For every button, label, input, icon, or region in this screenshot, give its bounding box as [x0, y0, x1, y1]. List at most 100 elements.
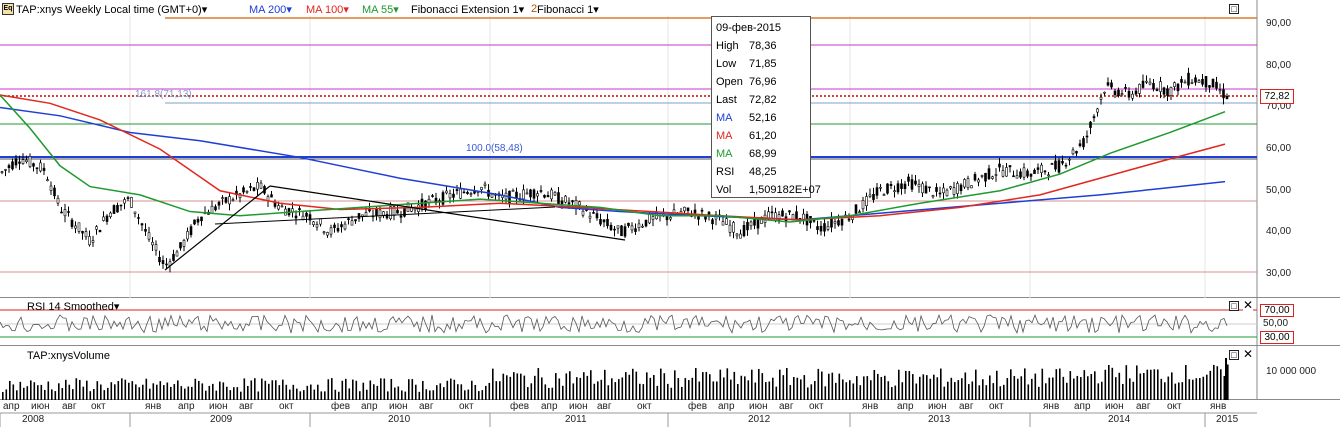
volume-bar — [849, 380, 851, 400]
candle-body — [228, 196, 231, 205]
candle-body — [490, 193, 494, 198]
volume-bar — [184, 388, 186, 400]
volume-bar — [628, 374, 631, 400]
month-label: авг — [239, 401, 254, 412]
tooltip-date: 09-фев-2015 — [716, 22, 782, 34]
candle-body — [511, 190, 515, 192]
volume-bar — [786, 368, 788, 400]
candle-body — [165, 263, 168, 266]
symbol-title[interactable]: TAP:xnys Weekly Local time (GMT+0)▾ — [16, 4, 208, 16]
month-label: окт — [1167, 401, 1182, 412]
volume-bar — [677, 378, 680, 400]
candle-body — [858, 211, 861, 213]
month-label: апр — [3, 401, 20, 412]
candle-body — [1026, 170, 1029, 177]
time-axis[interactable]: апр июн авг окт янв апр июн авг окт фев апр июн авг о… — [0, 400, 1340, 427]
tooltip-row-label: MA — [716, 130, 733, 142]
candle-body — [158, 256, 161, 263]
volume-bar — [646, 372, 648, 400]
candle-body — [140, 223, 144, 226]
rsi-canvas[interactable] — [0, 298, 1340, 346]
volume-bar — [439, 383, 442, 400]
candle-body — [609, 224, 613, 231]
candle-body — [529, 189, 532, 198]
volume-bar — [621, 377, 624, 400]
ma100-line — [0, 94, 1226, 221]
candle-body — [980, 175, 984, 177]
candle-body — [32, 163, 35, 167]
candle-body — [578, 201, 581, 206]
price-tick: 40,00 — [1266, 226, 1292, 237]
candle-body — [1068, 158, 1071, 161]
volume-bar — [639, 383, 641, 400]
month-label: апр — [1074, 401, 1091, 412]
fib-extension-legend[interactable]: Fibonacci Extension 1▾ — [411, 4, 525, 16]
trend-line — [269, 185, 626, 241]
rsi-pane[interactable]: RSI 14 Smoothed▾ □ ✕ 70,00 50,00 30,00 — [0, 298, 1340, 346]
candle-body — [256, 182, 259, 190]
volume-bar — [1080, 377, 1082, 400]
volume-bar — [450, 378, 452, 400]
candle-body — [1106, 82, 1110, 86]
volume-close-icon[interactable]: ✕ — [1243, 347, 1254, 361]
candle-body — [1197, 80, 1201, 83]
price-tick: 80,00 — [1266, 60, 1292, 71]
volume-bar — [733, 371, 736, 400]
volume-bar — [317, 384, 319, 400]
rsi-close-icon[interactable]: ✕ — [1243, 298, 1254, 312]
volume-bar — [499, 381, 501, 400]
volume-bar — [541, 377, 543, 400]
volume-bar — [1101, 381, 1103, 400]
volume-bar — [891, 387, 893, 400]
volume-bar — [950, 377, 953, 400]
rsi-maximize-button[interactable]: □ — [1229, 301, 1239, 311]
volume-pane[interactable]: TAP:xnysVolume □ ✕ 10 000 000 — [0, 346, 1340, 400]
volume-bar — [222, 382, 225, 400]
volume-bar — [789, 385, 792, 400]
candle-body — [88, 236, 91, 246]
candle-body — [1036, 167, 1040, 170]
candle-body — [795, 211, 798, 220]
chart-type-icon[interactable]: Eq — [2, 3, 14, 15]
candle-body — [252, 187, 256, 191]
volume-bar — [1006, 378, 1009, 400]
volume-bar — [1087, 376, 1089, 400]
price-chart-canvas[interactable] — [0, 0, 1340, 298]
candle-body — [1089, 121, 1092, 128]
candle-body — [480, 187, 483, 190]
candle-body — [452, 193, 455, 198]
volume-bar — [257, 391, 260, 400]
volume-bar — [110, 382, 113, 400]
rsi-legend[interactable]: RSI 14 Smoothed▾ — [27, 301, 120, 313]
trend-line — [214, 206, 556, 225]
volume-bar — [1024, 368, 1026, 400]
volume-bar — [12, 384, 15, 400]
candle-body — [991, 176, 994, 179]
fibonacci-legend[interactable]: Fibonacci 1▾ — [537, 4, 599, 16]
volume-canvas[interactable] — [0, 346, 1340, 400]
maximize-button[interactable]: □ — [1229, 4, 1239, 14]
candle-body — [588, 215, 592, 219]
candle-body — [539, 190, 543, 192]
candle-body — [28, 156, 32, 167]
volume-legend[interactable]: TAP:xnysVolume — [27, 350, 110, 362]
candle-body — [648, 214, 651, 224]
candle-body — [396, 209, 399, 214]
volume-bar — [1164, 382, 1166, 400]
volume-bar — [23, 387, 25, 400]
volume-maximize-button[interactable]: □ — [1229, 350, 1239, 360]
volume-bar — [75, 378, 78, 400]
price-chart-pane[interactable]: Eq TAP:xnys Weekly Local time (GMT+0)▾ M… — [0, 0, 1340, 298]
volume-bar — [79, 379, 81, 400]
volume-bar — [873, 369, 876, 400]
ma200-legend[interactable]: MA 200▾ — [249, 4, 292, 16]
volume-bar — [1125, 365, 1128, 400]
ma100-legend[interactable]: MA 100▾ — [306, 4, 349, 16]
ma55-legend[interactable]: MA 55▾ — [362, 4, 399, 16]
candle-body — [865, 196, 868, 207]
volume-bar — [1062, 376, 1065, 400]
volume-bar — [254, 378, 256, 400]
volume-bar — [345, 378, 347, 400]
volume-bar — [940, 368, 942, 400]
volume-bar — [1073, 378, 1075, 400]
